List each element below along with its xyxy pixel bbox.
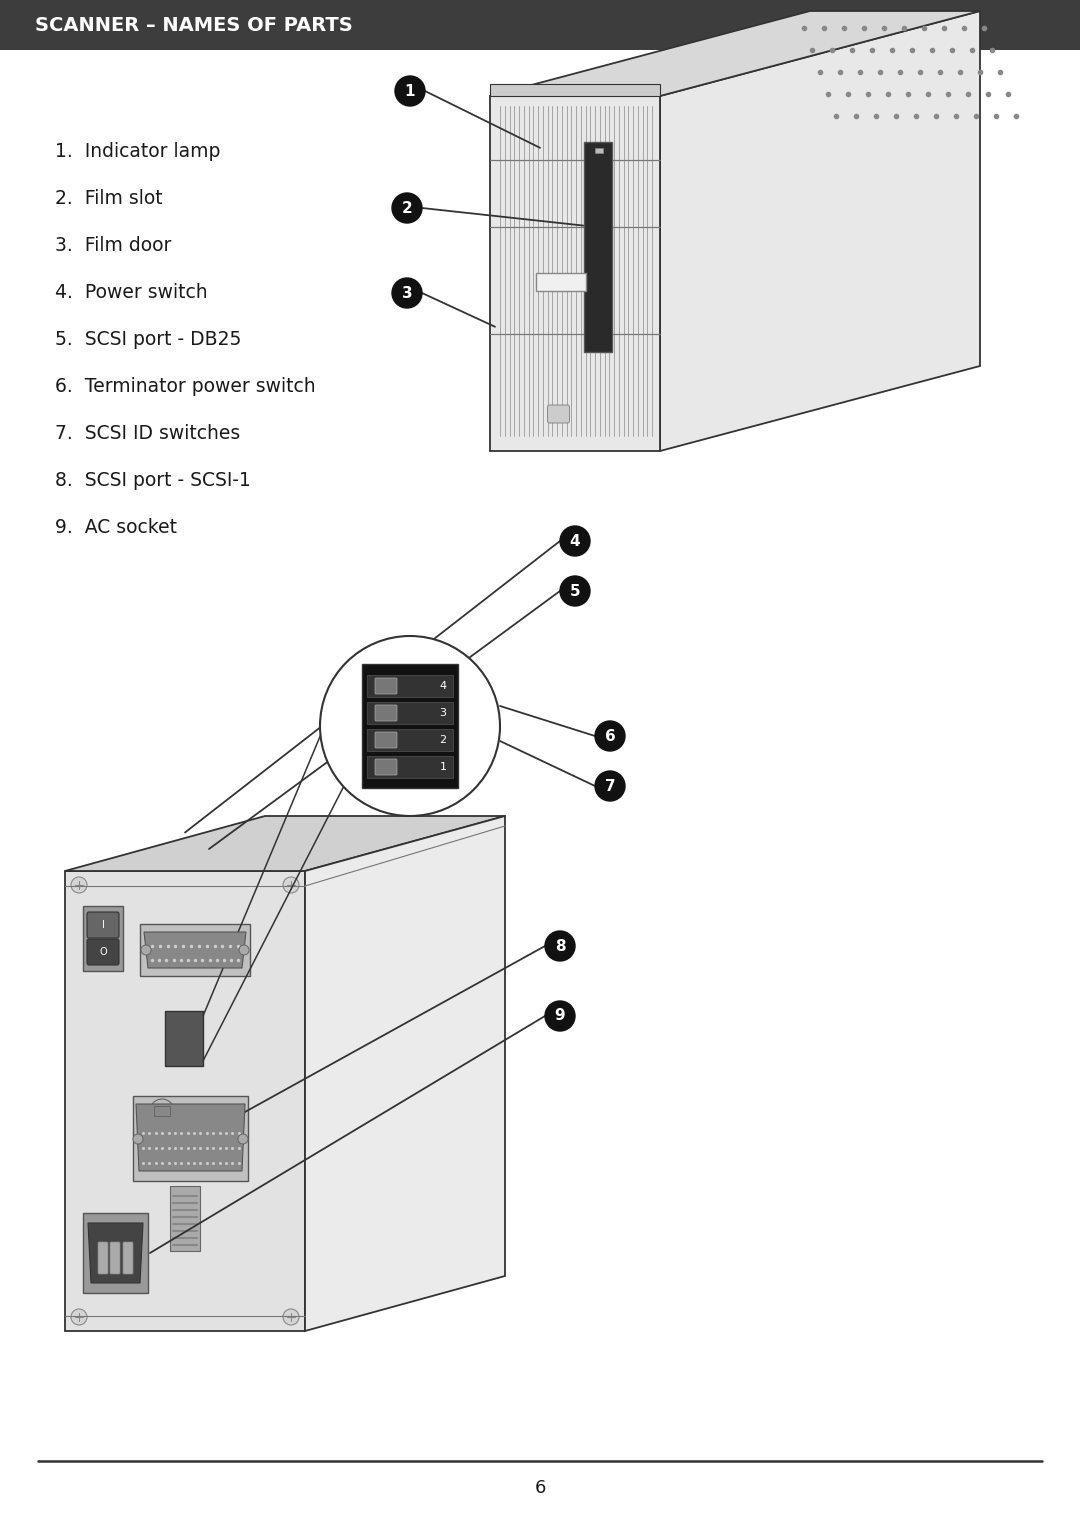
Circle shape	[71, 1309, 87, 1325]
Polygon shape	[305, 816, 505, 1331]
Text: 8.  SCSI port - SCSI-1: 8. SCSI port - SCSI-1	[55, 470, 251, 490]
Circle shape	[238, 1134, 248, 1144]
FancyBboxPatch shape	[110, 1242, 120, 1274]
Circle shape	[561, 526, 590, 555]
Circle shape	[395, 76, 426, 105]
Polygon shape	[490, 11, 980, 96]
Text: 2.  Film slot: 2. Film slot	[55, 189, 163, 208]
Text: 9.  AC socket: 9. AC socket	[55, 517, 177, 537]
FancyBboxPatch shape	[375, 732, 397, 748]
Text: 6: 6	[535, 1479, 545, 1497]
Circle shape	[320, 636, 500, 816]
Text: SCANNER – NAMES OF PARTS: SCANNER – NAMES OF PARTS	[35, 15, 353, 35]
Polygon shape	[144, 932, 246, 967]
Text: 4: 4	[569, 534, 580, 548]
FancyBboxPatch shape	[367, 755, 453, 778]
Polygon shape	[490, 84, 660, 96]
Circle shape	[595, 771, 625, 801]
Text: 4: 4	[440, 681, 446, 691]
FancyBboxPatch shape	[583, 142, 611, 351]
Text: 2: 2	[440, 736, 446, 745]
Text: 7: 7	[605, 778, 616, 794]
FancyBboxPatch shape	[362, 664, 458, 787]
FancyBboxPatch shape	[133, 1096, 248, 1181]
FancyBboxPatch shape	[170, 1186, 200, 1251]
FancyBboxPatch shape	[165, 1012, 203, 1067]
FancyBboxPatch shape	[87, 913, 119, 938]
Circle shape	[283, 1309, 299, 1325]
FancyBboxPatch shape	[490, 96, 660, 452]
Circle shape	[239, 945, 249, 955]
Circle shape	[283, 877, 299, 893]
Text: 6: 6	[605, 728, 616, 743]
Circle shape	[133, 1134, 143, 1144]
FancyBboxPatch shape	[83, 1213, 148, 1293]
FancyBboxPatch shape	[123, 1242, 133, 1274]
Text: 5.  SCSI port - DB25: 5. SCSI port - DB25	[55, 330, 241, 348]
Circle shape	[545, 1001, 575, 1032]
Text: 7.  SCSI ID switches: 7. SCSI ID switches	[55, 424, 240, 443]
Text: 1: 1	[440, 761, 446, 772]
Text: 1.  Indicator lamp: 1. Indicator lamp	[55, 142, 220, 160]
Circle shape	[392, 278, 422, 308]
Circle shape	[71, 877, 87, 893]
FancyBboxPatch shape	[367, 674, 453, 697]
FancyBboxPatch shape	[367, 729, 453, 751]
Text: 8: 8	[555, 938, 565, 954]
Text: 6.  Terminator power switch: 6. Terminator power switch	[55, 377, 315, 395]
FancyBboxPatch shape	[536, 273, 585, 291]
Text: 3: 3	[440, 708, 446, 719]
Text: I: I	[102, 920, 105, 929]
FancyBboxPatch shape	[595, 148, 604, 153]
Text: 3.  Film door: 3. Film door	[55, 235, 172, 255]
Text: O: O	[99, 948, 107, 957]
Polygon shape	[660, 11, 980, 452]
FancyBboxPatch shape	[154, 1106, 170, 1116]
Text: 5: 5	[569, 583, 580, 598]
Circle shape	[141, 945, 151, 955]
Text: 3: 3	[402, 285, 413, 301]
FancyBboxPatch shape	[375, 758, 397, 775]
FancyBboxPatch shape	[98, 1242, 108, 1274]
Circle shape	[392, 192, 422, 223]
Circle shape	[595, 720, 625, 751]
Text: 1: 1	[405, 84, 415, 99]
Text: 4.  Power switch: 4. Power switch	[55, 282, 207, 302]
Text: 2: 2	[402, 200, 413, 215]
FancyBboxPatch shape	[375, 705, 397, 720]
FancyBboxPatch shape	[0, 0, 1080, 50]
FancyBboxPatch shape	[548, 404, 569, 423]
Polygon shape	[65, 816, 505, 871]
Text: 9: 9	[555, 1009, 565, 1024]
FancyBboxPatch shape	[83, 906, 123, 971]
Circle shape	[545, 931, 575, 961]
FancyBboxPatch shape	[65, 871, 305, 1331]
Polygon shape	[136, 1103, 245, 1170]
FancyBboxPatch shape	[87, 938, 119, 964]
FancyBboxPatch shape	[140, 925, 249, 977]
Circle shape	[150, 1099, 174, 1123]
Circle shape	[561, 575, 590, 606]
Polygon shape	[87, 1222, 143, 1283]
FancyBboxPatch shape	[367, 702, 453, 723]
FancyBboxPatch shape	[375, 678, 397, 694]
